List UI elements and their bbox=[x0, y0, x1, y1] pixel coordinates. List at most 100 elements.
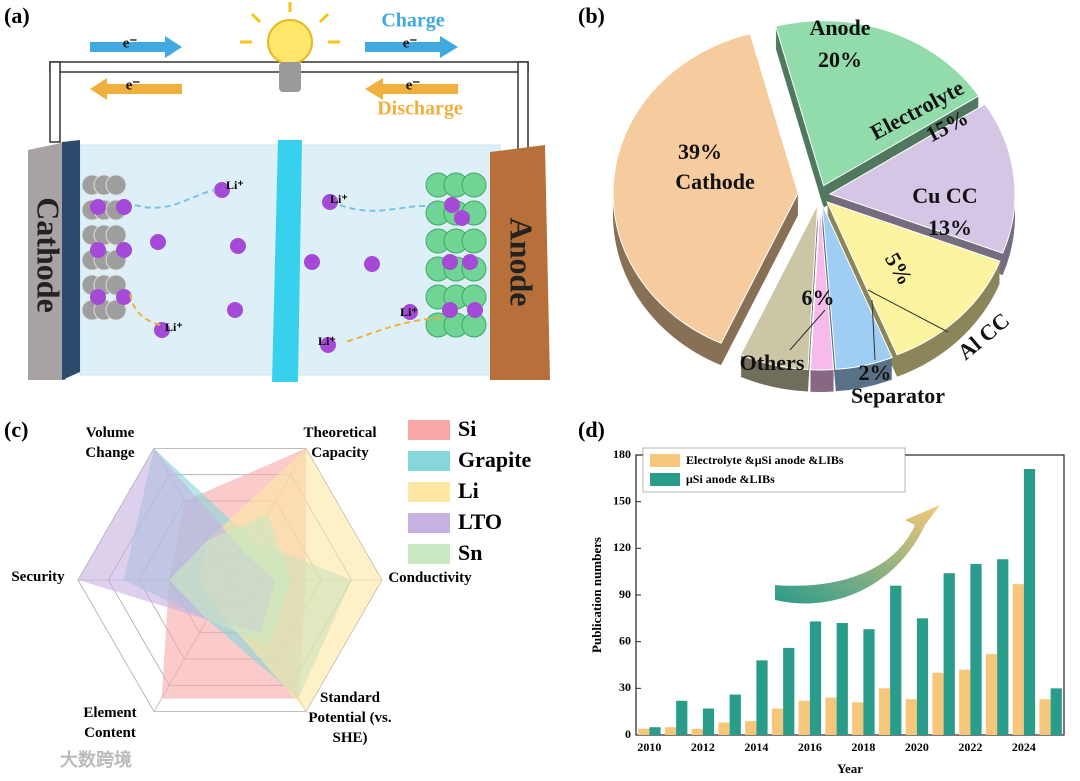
legend-swatch bbox=[408, 420, 450, 440]
ion-label: Li⁺ bbox=[318, 334, 336, 348]
x-tick-label: 2014 bbox=[744, 740, 768, 754]
legend-box bbox=[642, 447, 906, 493]
li-ion bbox=[320, 337, 336, 353]
ion-path bbox=[134, 189, 216, 209]
li-ion bbox=[322, 194, 338, 210]
legend-swatch bbox=[408, 482, 450, 502]
graphite-particle bbox=[105, 299, 127, 321]
bar bbox=[1050, 688, 1062, 735]
electron-label: e⁻ bbox=[406, 77, 421, 93]
leader bbox=[867, 289, 949, 333]
ion-label: Li⁺ bbox=[400, 305, 418, 319]
leader bbox=[871, 299, 876, 361]
y-tick-label: 180 bbox=[613, 447, 631, 461]
slice bbox=[809, 204, 835, 371]
li-ion bbox=[304, 254, 320, 270]
bar bbox=[890, 585, 902, 735]
y-axis-label: Publication numbers bbox=[589, 537, 604, 653]
x-tick-label: 2024 bbox=[1012, 740, 1036, 754]
bar bbox=[809, 621, 822, 735]
slice-value: 39% bbox=[678, 139, 722, 164]
ion-label: Li⁺ bbox=[226, 178, 244, 192]
legend-swatch bbox=[650, 454, 680, 467]
y-tick-label: 60 bbox=[619, 633, 631, 647]
electron-label: e⁻ bbox=[403, 35, 418, 51]
bar bbox=[932, 672, 944, 735]
axis-label: Conductivity bbox=[388, 570, 472, 586]
legend-label: LTO bbox=[458, 509, 502, 534]
x-axis-label: Year bbox=[837, 761, 863, 776]
bar bbox=[916, 618, 929, 735]
y-tick-label: 90 bbox=[619, 587, 631, 601]
legend-label: Si bbox=[458, 416, 476, 441]
anode-label: Anode bbox=[504, 218, 540, 307]
panel-label: (d) bbox=[578, 417, 605, 442]
slice bbox=[826, 201, 1001, 356]
bar bbox=[905, 699, 917, 735]
li-ion bbox=[402, 304, 418, 320]
slice bbox=[612, 33, 799, 344]
slice-value: 20% bbox=[818, 47, 862, 72]
legend-swatch bbox=[408, 513, 450, 533]
electron-label: e⁻ bbox=[123, 35, 138, 51]
x-tick-label: 2022 bbox=[958, 740, 982, 754]
legend-label: μSi anode &LIBs bbox=[686, 472, 775, 486]
li-ion bbox=[214, 182, 230, 198]
legend-swatch bbox=[408, 544, 450, 564]
separator bbox=[272, 140, 302, 382]
ion-path bbox=[129, 289, 161, 326]
x-tick-label: 2018 bbox=[851, 740, 875, 754]
slice-value: 13% bbox=[928, 215, 972, 240]
cathode-block bbox=[28, 142, 66, 380]
axis-label: Standard Potential (vs. SHE) bbox=[308, 690, 392, 746]
li-ion bbox=[364, 256, 380, 272]
axis-label: Security bbox=[11, 569, 65, 585]
ion-label: Li⁺ bbox=[165, 320, 183, 334]
watermark: 大数跨境 bbox=[60, 749, 132, 770]
slice-name: Cathode bbox=[675, 169, 755, 194]
anode-particle bbox=[461, 172, 487, 198]
li-ion bbox=[467, 302, 483, 318]
x-tick-label: 2012 bbox=[691, 740, 715, 754]
x-tick-label: 2016 bbox=[798, 740, 822, 754]
li-ion bbox=[90, 199, 106, 215]
li-ion bbox=[154, 322, 170, 338]
x-tick-label: 2010 bbox=[637, 740, 661, 754]
li-ion bbox=[227, 302, 243, 318]
bar bbox=[702, 708, 715, 735]
li-ion bbox=[116, 242, 132, 258]
bar bbox=[943, 573, 955, 735]
bar bbox=[997, 559, 1009, 735]
bar bbox=[852, 702, 864, 735]
arrow bbox=[90, 78, 182, 100]
legend-label: Electrolyte &μSi anode &LIBs bbox=[686, 453, 844, 467]
slice bbox=[821, 204, 893, 370]
slice-name: Others bbox=[740, 350, 805, 375]
arrow bbox=[365, 36, 458, 58]
bar bbox=[970, 563, 982, 735]
li-ion bbox=[462, 254, 478, 270]
li-ion bbox=[90, 289, 106, 305]
bar bbox=[783, 647, 795, 735]
cathode-label: Cathode bbox=[31, 197, 67, 313]
li-ion bbox=[150, 234, 166, 250]
bar bbox=[771, 708, 784, 735]
slice bbox=[739, 204, 819, 371]
wire bbox=[517, 61, 529, 153]
legend-label: Grapite bbox=[458, 447, 532, 472]
slice-value: 2% bbox=[859, 360, 892, 385]
slice-name: Cu CC bbox=[912, 183, 977, 208]
bar bbox=[1039, 699, 1051, 735]
y-tick-label: 30 bbox=[619, 680, 631, 694]
axis-label: Element Content bbox=[83, 705, 137, 741]
anode-particle bbox=[461, 228, 487, 254]
y-tick-label: 0 bbox=[625, 727, 631, 741]
li-ion bbox=[230, 238, 246, 254]
bar bbox=[1012, 584, 1024, 735]
bulb bbox=[240, 2, 340, 92]
trend-arrow bbox=[775, 505, 940, 604]
charge-label: Charge bbox=[381, 10, 444, 32]
legend-label: Sn bbox=[458, 540, 482, 565]
li-ion bbox=[442, 302, 458, 318]
